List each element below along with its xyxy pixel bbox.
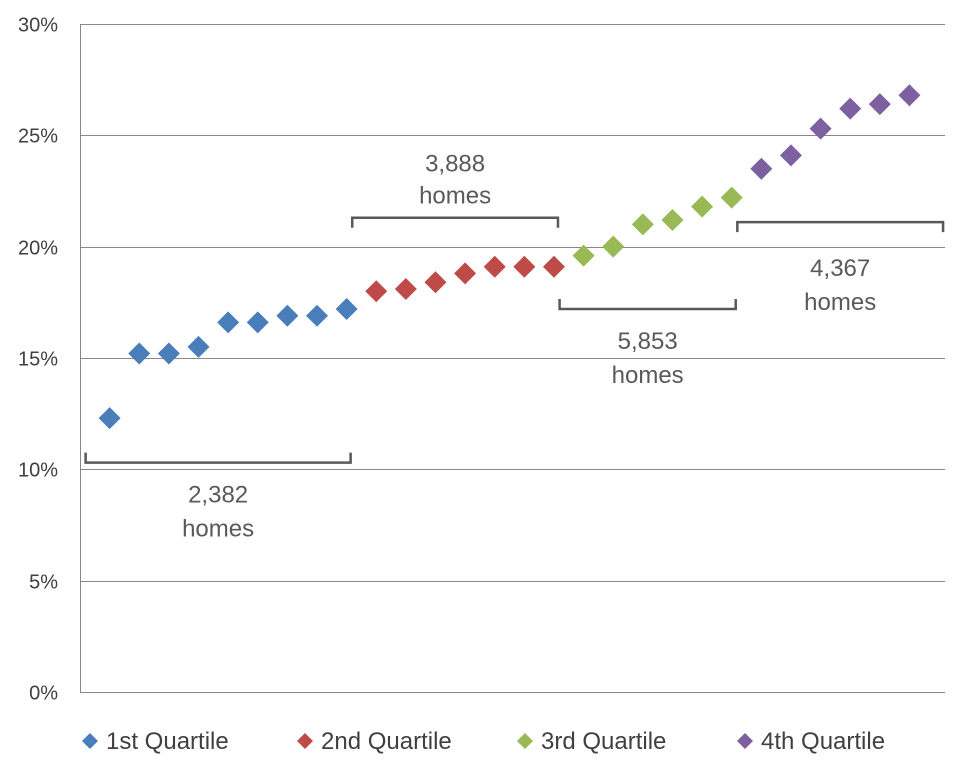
data-point-series-2 [424, 271, 447, 294]
annotation-unit: homes [804, 289, 876, 316]
data-point-series-1 [246, 311, 269, 334]
data-point-series-4 [779, 144, 802, 167]
legend-marker [737, 733, 753, 749]
gridlines [80, 24, 945, 693]
data-point-series-3 [631, 213, 654, 236]
data-point-series-4 [809, 117, 832, 140]
legend-label: 3rd Quartile [541, 728, 666, 755]
annotation-count: 4,367 [810, 255, 870, 282]
legend-label: 4th Quartile [761, 728, 885, 755]
annotation-count: 2,382 [188, 482, 248, 509]
data-point-series-2 [454, 262, 477, 285]
annotation-bracket [558, 299, 737, 311]
annotation-bracket [84, 452, 352, 464]
data-point-series-1 [276, 304, 299, 327]
data-point-series-2 [365, 280, 388, 303]
data-point-series-3 [691, 195, 714, 218]
data-point-series-4 [868, 93, 891, 116]
legend: 1st Quartile 2nd Quartile 3rd Quartile 4th … [82, 728, 885, 755]
data-point-series-2 [394, 277, 417, 300]
data-point-series-2 [542, 255, 565, 278]
data-point-series-1 [157, 342, 180, 365]
y-tick-label: 20% [18, 238, 58, 260]
y-axis: 0% 5% 10% 15% 20% 25% 30% [18, 15, 81, 705]
y-tick-label: 0% [29, 683, 58, 705]
y-tick-label: 15% [18, 349, 58, 371]
annotation-unit: homes [419, 183, 491, 210]
annotations: 2,382 homes 3,888 homes 5,853 homes 4,367 homes [84, 151, 945, 543]
legend-label: 1st Quartile [106, 728, 229, 755]
annotation-count: 5,853 [618, 328, 678, 355]
data-point-series-1 [217, 311, 240, 334]
data-point-series-1 [98, 407, 121, 430]
y-tick-label: 30% [18, 15, 58, 37]
annotation-bracket [736, 220, 945, 233]
annotation-unit: homes [182, 516, 254, 543]
data-point-series-3 [661, 208, 684, 231]
data-point-series-3 [572, 244, 595, 267]
data-point-series-4 [898, 84, 921, 107]
legend-label: 2nd Quartile [321, 728, 452, 755]
data-point-series-3 [602, 235, 625, 258]
legend-marker [517, 733, 533, 749]
data-point-series-1 [305, 304, 328, 327]
data-point-series-2 [513, 255, 536, 278]
data-point-series-1 [128, 342, 151, 365]
y-tick-label: 25% [18, 126, 58, 148]
annotation-bracket [350, 216, 560, 228]
data-point-series-2 [483, 255, 506, 278]
data-point-series-3 [720, 186, 743, 209]
legend-marker [297, 733, 313, 749]
data-point-series-1 [335, 298, 358, 321]
data-point-series-1 [187, 335, 210, 358]
y-tick-label: 10% [18, 460, 58, 482]
data-point-series-4 [750, 157, 773, 180]
annotation-unit: homes [612, 362, 684, 389]
annotation-count: 3,888 [425, 151, 485, 178]
data-points [98, 84, 921, 430]
y-tick-label: 5% [29, 572, 58, 594]
legend-marker [82, 733, 98, 749]
data-point-series-4 [839, 97, 862, 120]
